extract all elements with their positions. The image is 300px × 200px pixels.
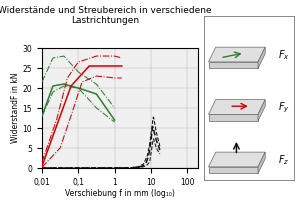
Text: Widerstände und Streubereich in verschiedene
Lastrichtungen: Widerstände und Streubereich in verschie… [0, 6, 212, 25]
Polygon shape [258, 100, 265, 121]
Polygon shape [208, 100, 265, 114]
Polygon shape [208, 114, 258, 121]
Y-axis label: WiderstandF in kN: WiderstandF in kN [11, 73, 20, 143]
Polygon shape [208, 152, 265, 167]
Polygon shape [208, 62, 258, 68]
Polygon shape [258, 47, 265, 68]
Polygon shape [258, 152, 265, 173]
Text: $F_x$: $F_x$ [278, 48, 290, 62]
X-axis label: Verschiebung f in mm (log₁₀): Verschiebung f in mm (log₁₀) [65, 190, 175, 198]
Polygon shape [208, 47, 265, 62]
Text: $F_y$: $F_y$ [278, 101, 290, 115]
Text: $F_z$: $F_z$ [278, 153, 289, 167]
Polygon shape [208, 167, 258, 173]
